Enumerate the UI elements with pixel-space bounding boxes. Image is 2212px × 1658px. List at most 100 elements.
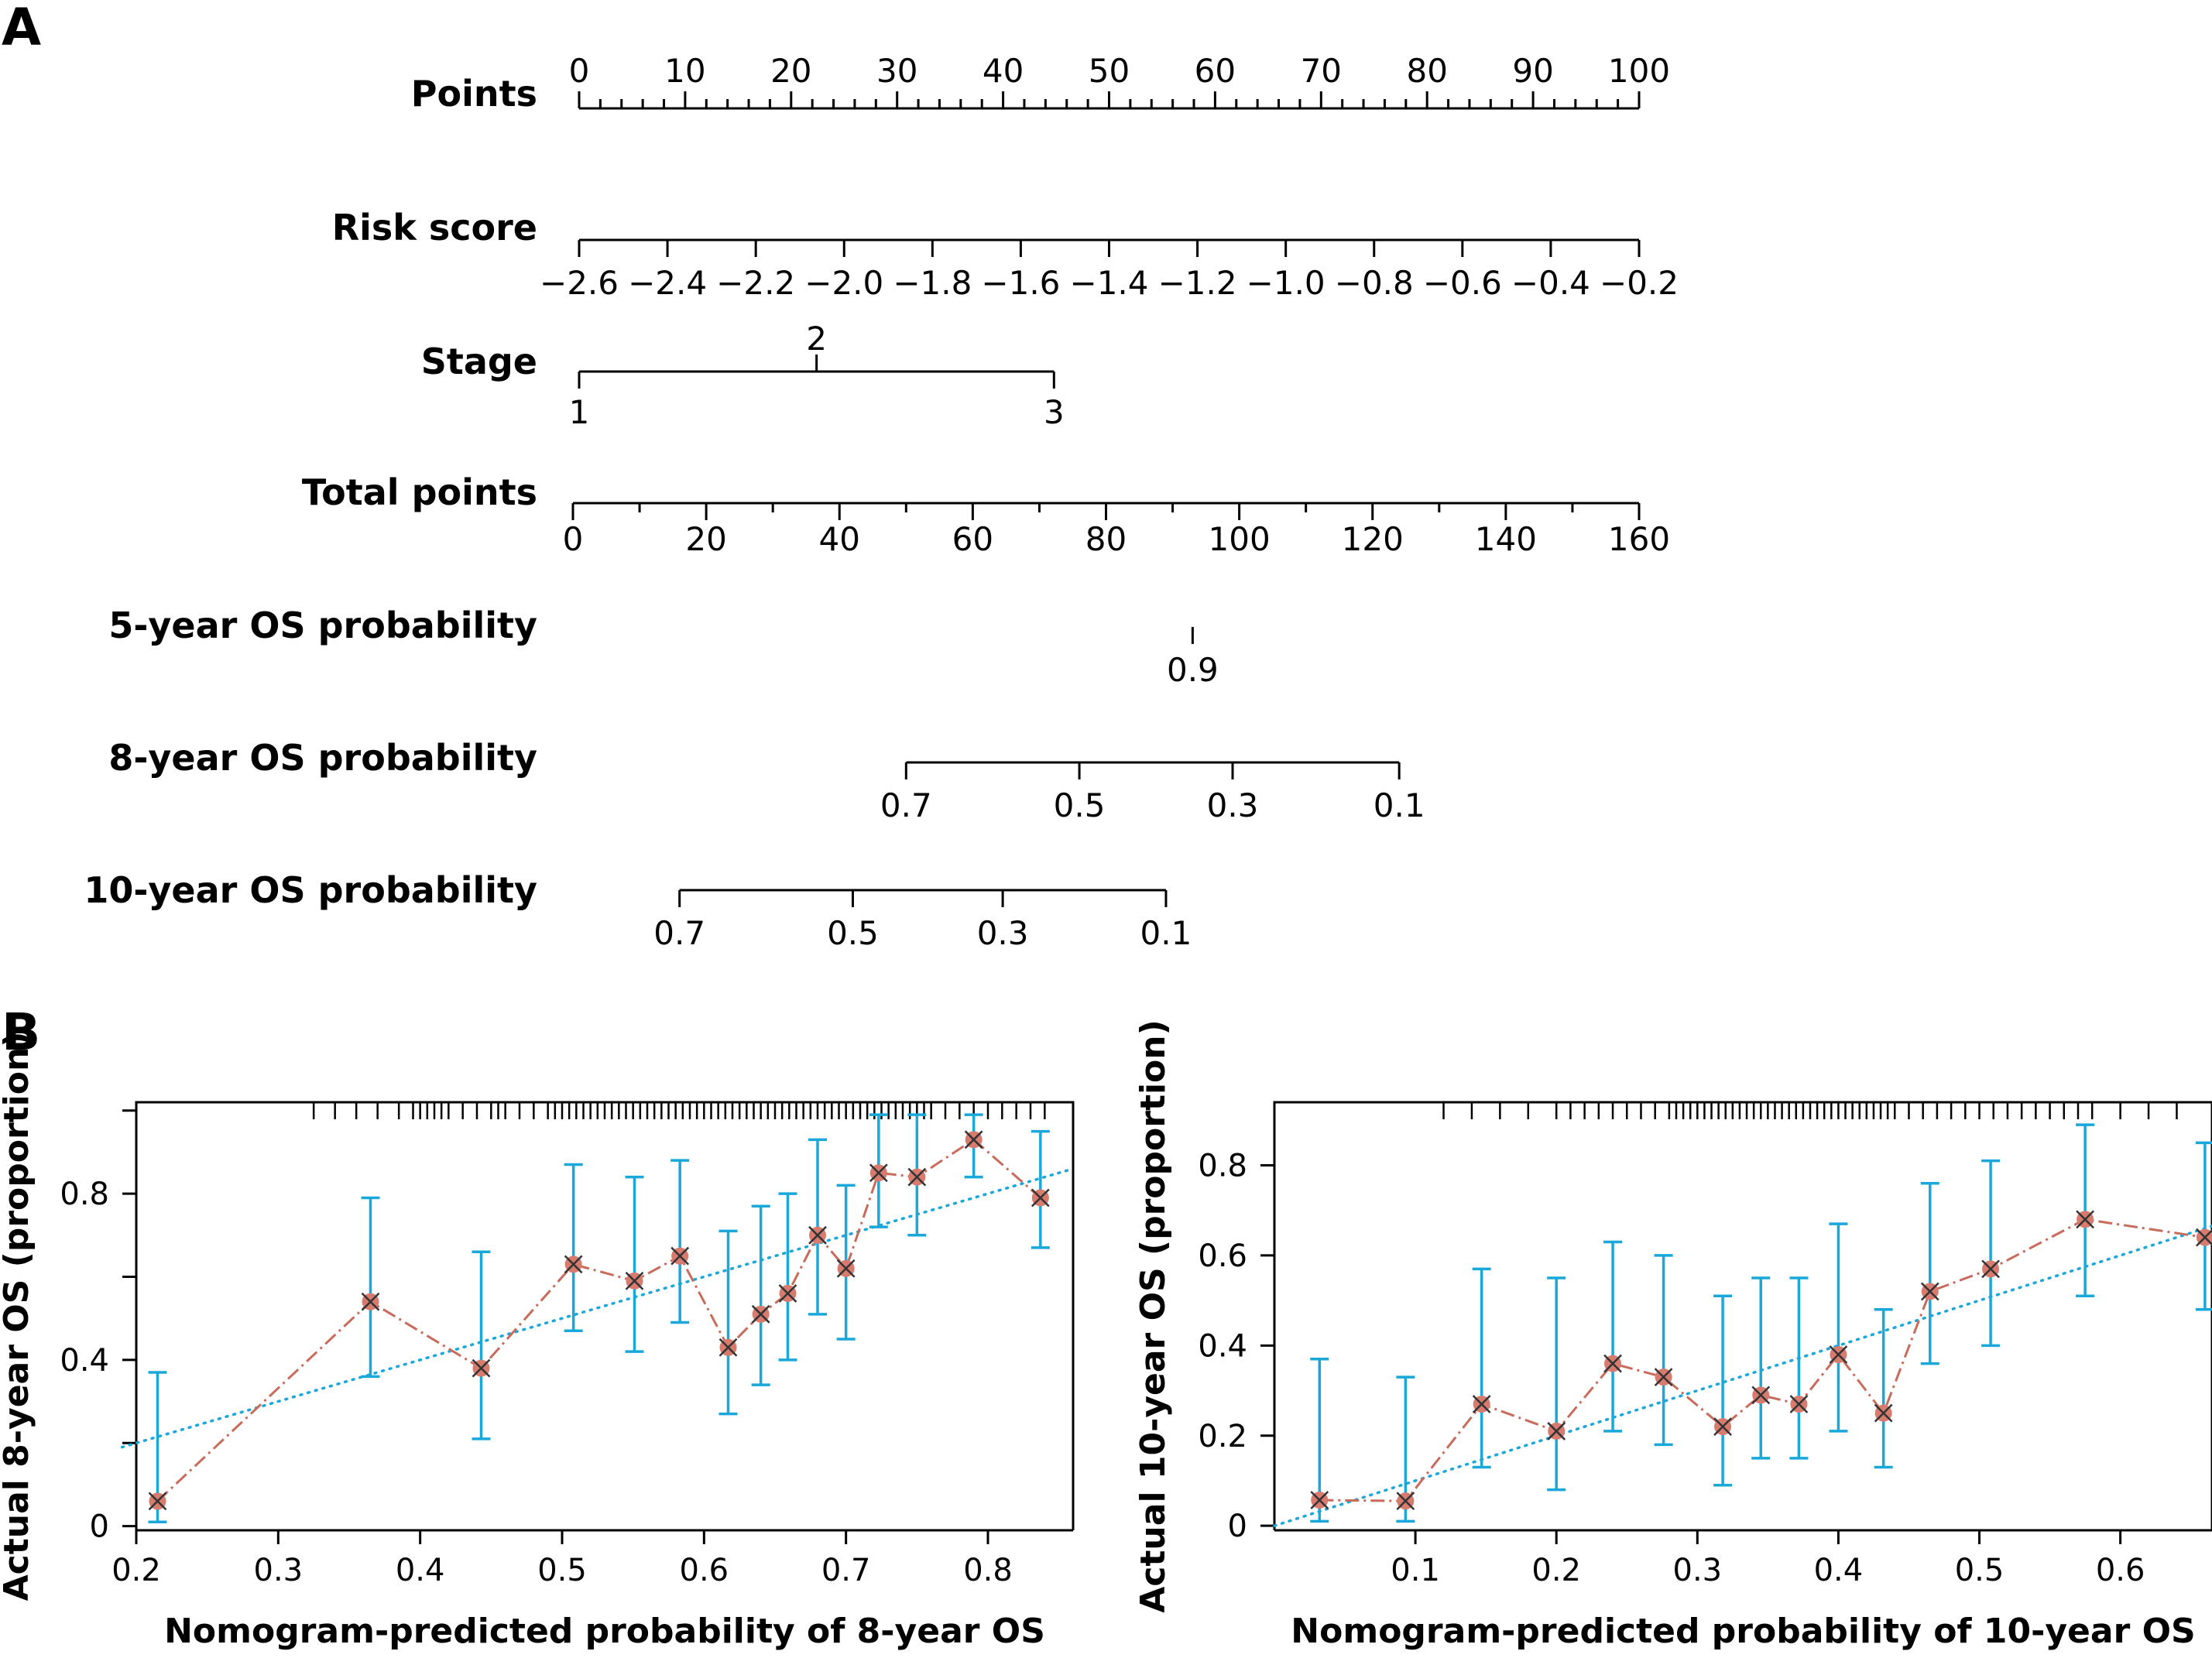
predicted-cross: [625, 1271, 644, 1290]
x-tick-label: 0.5: [537, 1553, 587, 1588]
nomogram-label-4: 5-year OS probability: [108, 605, 537, 646]
y-axis-label: Actual 8-year OS (proportion): [0, 1032, 36, 1601]
plot-frame: [1273, 1101, 2212, 1530]
predicted-cross: [778, 1284, 797, 1303]
panel-label-b: B: [2, 1002, 40, 1062]
points-tick-label: 100: [1608, 52, 1670, 90]
predicted-cross: [1920, 1282, 1939, 1301]
predicted-cross: [1396, 1492, 1415, 1511]
panel-label-a: A: [2, 0, 41, 57]
points-tick-label: 20: [770, 52, 811, 90]
predicted-cross: [361, 1292, 380, 1311]
predicted-cross: [1310, 1491, 1329, 1509]
risk-tick-label: −0.6: [1423, 264, 1502, 302]
y-tick-label: 0: [90, 1509, 109, 1545]
points-tick-label: 0: [569, 52, 590, 90]
predicted-cross: [808, 1225, 827, 1245]
y-tick-label: 0.8: [1198, 1148, 1247, 1184]
nomogram-label-2: Stage: [421, 341, 537, 382]
predicted-cross: [1874, 1403, 1893, 1423]
points-tick-label: 30: [876, 52, 917, 90]
predicted-cross: [907, 1167, 927, 1187]
nomogram-label-0: Points: [411, 73, 537, 115]
observed-line: [156, 1138, 1041, 1502]
x-axis-label: Nomogram-predicted probability of 8-year…: [164, 1612, 1045, 1651]
points-tick-label: 70: [1301, 52, 1342, 90]
x-tick-label: 0.6: [2096, 1553, 2145, 1588]
stage-tick-label: 3: [1044, 393, 1065, 431]
stage-tick-label: 1: [569, 393, 590, 431]
calibration-plot-10-year: 0.1 0.2 0.3 0.4 0.5 0.6 0 0.2 0.4 0.6 0.8 Nomogram-…: [1133, 1019, 2212, 1651]
risk-tick-label: −1.2: [1158, 264, 1237, 302]
nomogram-label-6: 10-year OS probability: [84, 869, 537, 911]
points-tick-label: 90: [1512, 52, 1553, 90]
points-tick-label: 50: [1089, 52, 1130, 90]
points-tick-label: 60: [1195, 52, 1236, 90]
predicted-cross: [1654, 1368, 1673, 1386]
x-tick-label: 0.2: [1531, 1553, 1581, 1588]
points-tick-label: 10: [664, 52, 705, 90]
risk-tick-label: −0.2: [1600, 264, 1679, 302]
predicted-cross: [1031, 1188, 1050, 1208]
predicted-cross: [1472, 1395, 1491, 1413]
risk-tick-label: −1.8: [893, 264, 972, 302]
risk-tick-label: −2.6: [540, 264, 619, 302]
points-tick-label: 40: [983, 52, 1024, 90]
x-tick-label: 0.4: [396, 1553, 445, 1588]
x-tick-label: 0.4: [1814, 1553, 1864, 1588]
y-tick-label: 0.4: [60, 1343, 109, 1379]
prob-tick-label: 0.1: [1140, 914, 1192, 952]
x-tick-label: 0.3: [1673, 1553, 1723, 1588]
points-tick-label: 80: [1406, 52, 1447, 90]
predicted-cross: [2076, 1210, 2094, 1229]
total-tick-label: 140: [1475, 520, 1537, 558]
predicted-cross: [751, 1304, 770, 1324]
total-tick-label: 60: [952, 520, 993, 558]
y-tick-label: 0.6: [1198, 1238, 1247, 1274]
predicted-cross: [1981, 1259, 2000, 1279]
predicted-cross: [964, 1130, 983, 1149]
nomogram-label-5: 8-year OS probability: [108, 737, 537, 779]
predicted-cross: [670, 1246, 690, 1266]
risk-tick-label: −0.4: [1511, 264, 1590, 302]
predicted-cross: [718, 1338, 738, 1357]
predicted-cross: [869, 1163, 888, 1183]
prob-tick-label: 0.3: [1207, 786, 1259, 824]
predicted-cross: [1829, 1345, 1848, 1364]
total-tick-label: 40: [819, 520, 860, 558]
total-tick-label: 120: [1342, 520, 1404, 558]
x-tick-label: 0.8: [963, 1553, 1013, 1588]
y-tick-label: 0.2: [1198, 1419, 1247, 1454]
risk-tick-label: −1.6: [981, 264, 1060, 302]
x-tick-label: 0.3: [254, 1553, 304, 1588]
y-tick-label: 0: [1228, 1509, 1247, 1544]
prob-tick-label: 0.5: [1054, 786, 1106, 824]
predicted-cross: [472, 1358, 491, 1378]
predicted-cross: [564, 1255, 583, 1274]
risk-tick-label: −2.2: [716, 264, 795, 302]
risk-tick-label: −2.4: [628, 264, 707, 302]
prob-tick-label: 0.9: [1167, 651, 1219, 689]
risk-tick-label: −1.4: [1070, 264, 1149, 302]
total-tick-label: 80: [1085, 520, 1127, 558]
predicted-cross: [836, 1259, 856, 1278]
calibration-plot-8-year: 0.2 0.3 0.4 0.5 0.6 0.7 0.8 0 0.4 0.8 Nomogram-pre…: [0, 1032, 1075, 1651]
risk-tick-label: −1.0: [1247, 264, 1325, 302]
ideal-line: [1273, 1225, 2212, 1527]
y-tick-label: 0.4: [1198, 1328, 1247, 1364]
predicted-cross: [1547, 1422, 1566, 1440]
total-tick-label: 160: [1608, 520, 1670, 558]
risk-tick-label: −2.0: [804, 264, 883, 302]
total-tick-label: 0: [563, 520, 584, 558]
predicted-cross: [1713, 1417, 1732, 1437]
nomogram-label-1: Risk score: [332, 207, 537, 248]
x-tick-label: 0.5: [1955, 1553, 2005, 1588]
x-tick-label: 0.2: [111, 1553, 161, 1588]
risk-tick-label: −0.8: [1335, 264, 1414, 302]
prob-tick-label: 0.1: [1373, 786, 1425, 824]
nomogram-label-3: Total points: [302, 471, 537, 513]
predicted-cross: [2196, 1228, 2212, 1247]
y-tick-label: 0.8: [60, 1177, 109, 1212]
